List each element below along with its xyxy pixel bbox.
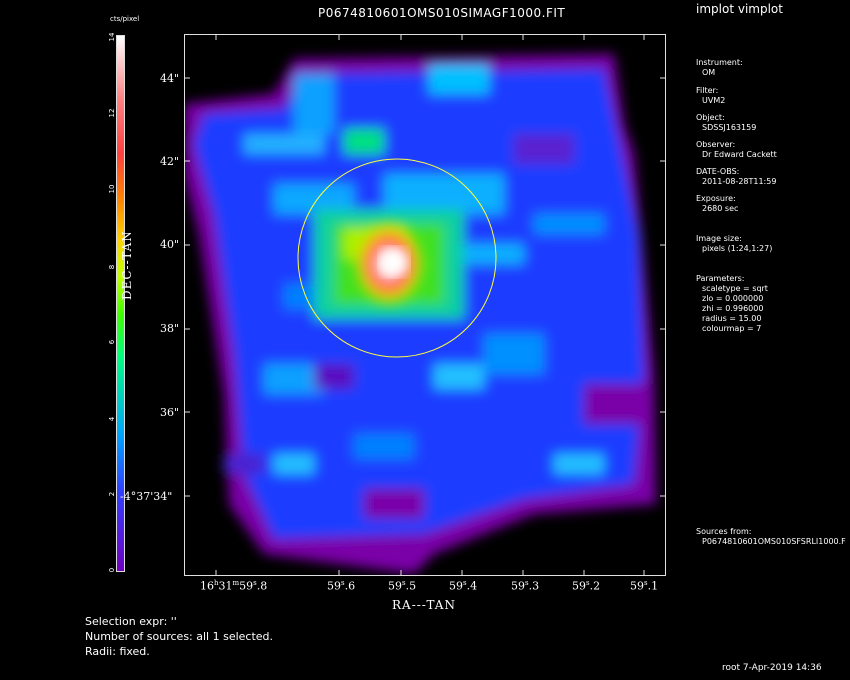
colorbar-tick: 6 xyxy=(108,339,116,345)
source-count: Number of sources: all 1 selected. xyxy=(85,630,274,643)
source-region-circle[interactable] xyxy=(297,158,497,358)
x-tick-label: 59s.5 xyxy=(388,579,417,593)
selection-expr: Selection expr: '' xyxy=(85,615,177,628)
colorbar-tick: 2 xyxy=(108,491,116,497)
colorbar-tick: 4 xyxy=(108,416,116,422)
y-tick-label: 38" xyxy=(160,322,180,335)
parameters-info: Parameters: scaletype = sqrt zlo = 0.000… xyxy=(696,274,768,333)
x-tick-label: 59s.1 xyxy=(630,579,659,593)
x-tick-label: 59s.2 xyxy=(572,579,601,593)
image-data xyxy=(184,54,656,574)
image-title: P0674810601OMS010SIMAGF1000.FIT xyxy=(318,6,566,20)
y-tick-label: -4°37'34" xyxy=(120,490,173,503)
selection-status: Selection expr: '' Number of sources: al… xyxy=(85,614,273,659)
y-tick-label: 42" xyxy=(160,155,180,168)
y-tick-label: 36" xyxy=(160,406,180,419)
observer-info: Observer: Dr Edward Cackett xyxy=(696,140,777,159)
x-tick-label: 16h31m59s.8 xyxy=(200,579,268,593)
x-tick-label: 59s.6 xyxy=(327,579,356,593)
colorbar-tick: 10 xyxy=(108,184,116,194)
radii-mode: Radii: fixed. xyxy=(85,645,150,658)
date-info: DATE-OBS: 2011-08-28T11:59 xyxy=(696,167,777,186)
x-axis-title: RA---TAN xyxy=(392,598,456,612)
colorbar-tick: 12 xyxy=(108,108,116,118)
y-axis-title: DEC--TAN xyxy=(120,230,134,300)
app-name: implot vimplot xyxy=(696,2,783,16)
x-tick-label: 59s.3 xyxy=(511,579,540,593)
instrument-info: Instrument: OM xyxy=(696,58,743,77)
colorbar-tick: 14 xyxy=(108,32,116,42)
colorbar xyxy=(116,35,125,572)
x-tick-label: 59s.4 xyxy=(449,579,478,593)
image-plot[interactable] xyxy=(184,34,666,576)
exposure-info: Exposure: 2680 sec xyxy=(696,194,739,213)
y-tick-label: 40" xyxy=(160,238,180,251)
colorbar-tick: 0 xyxy=(108,567,116,573)
sources-info: Sources from: P0674810601OMS010SFSRLI1000… xyxy=(696,527,846,546)
footer-timestamp: root 7-Apr-2019 14:36 xyxy=(722,663,822,673)
image-size-info: Image size: pixels (1:24,1:27) xyxy=(696,234,773,253)
colorbar-label: cts/pixel xyxy=(110,15,140,23)
colorbar-tick: 8 xyxy=(108,264,116,270)
y-tick-label: 44" xyxy=(160,72,180,85)
filter-info: Filter: UVM2 xyxy=(696,86,726,105)
object-info: Object: SDSSJ163159 xyxy=(696,113,757,132)
